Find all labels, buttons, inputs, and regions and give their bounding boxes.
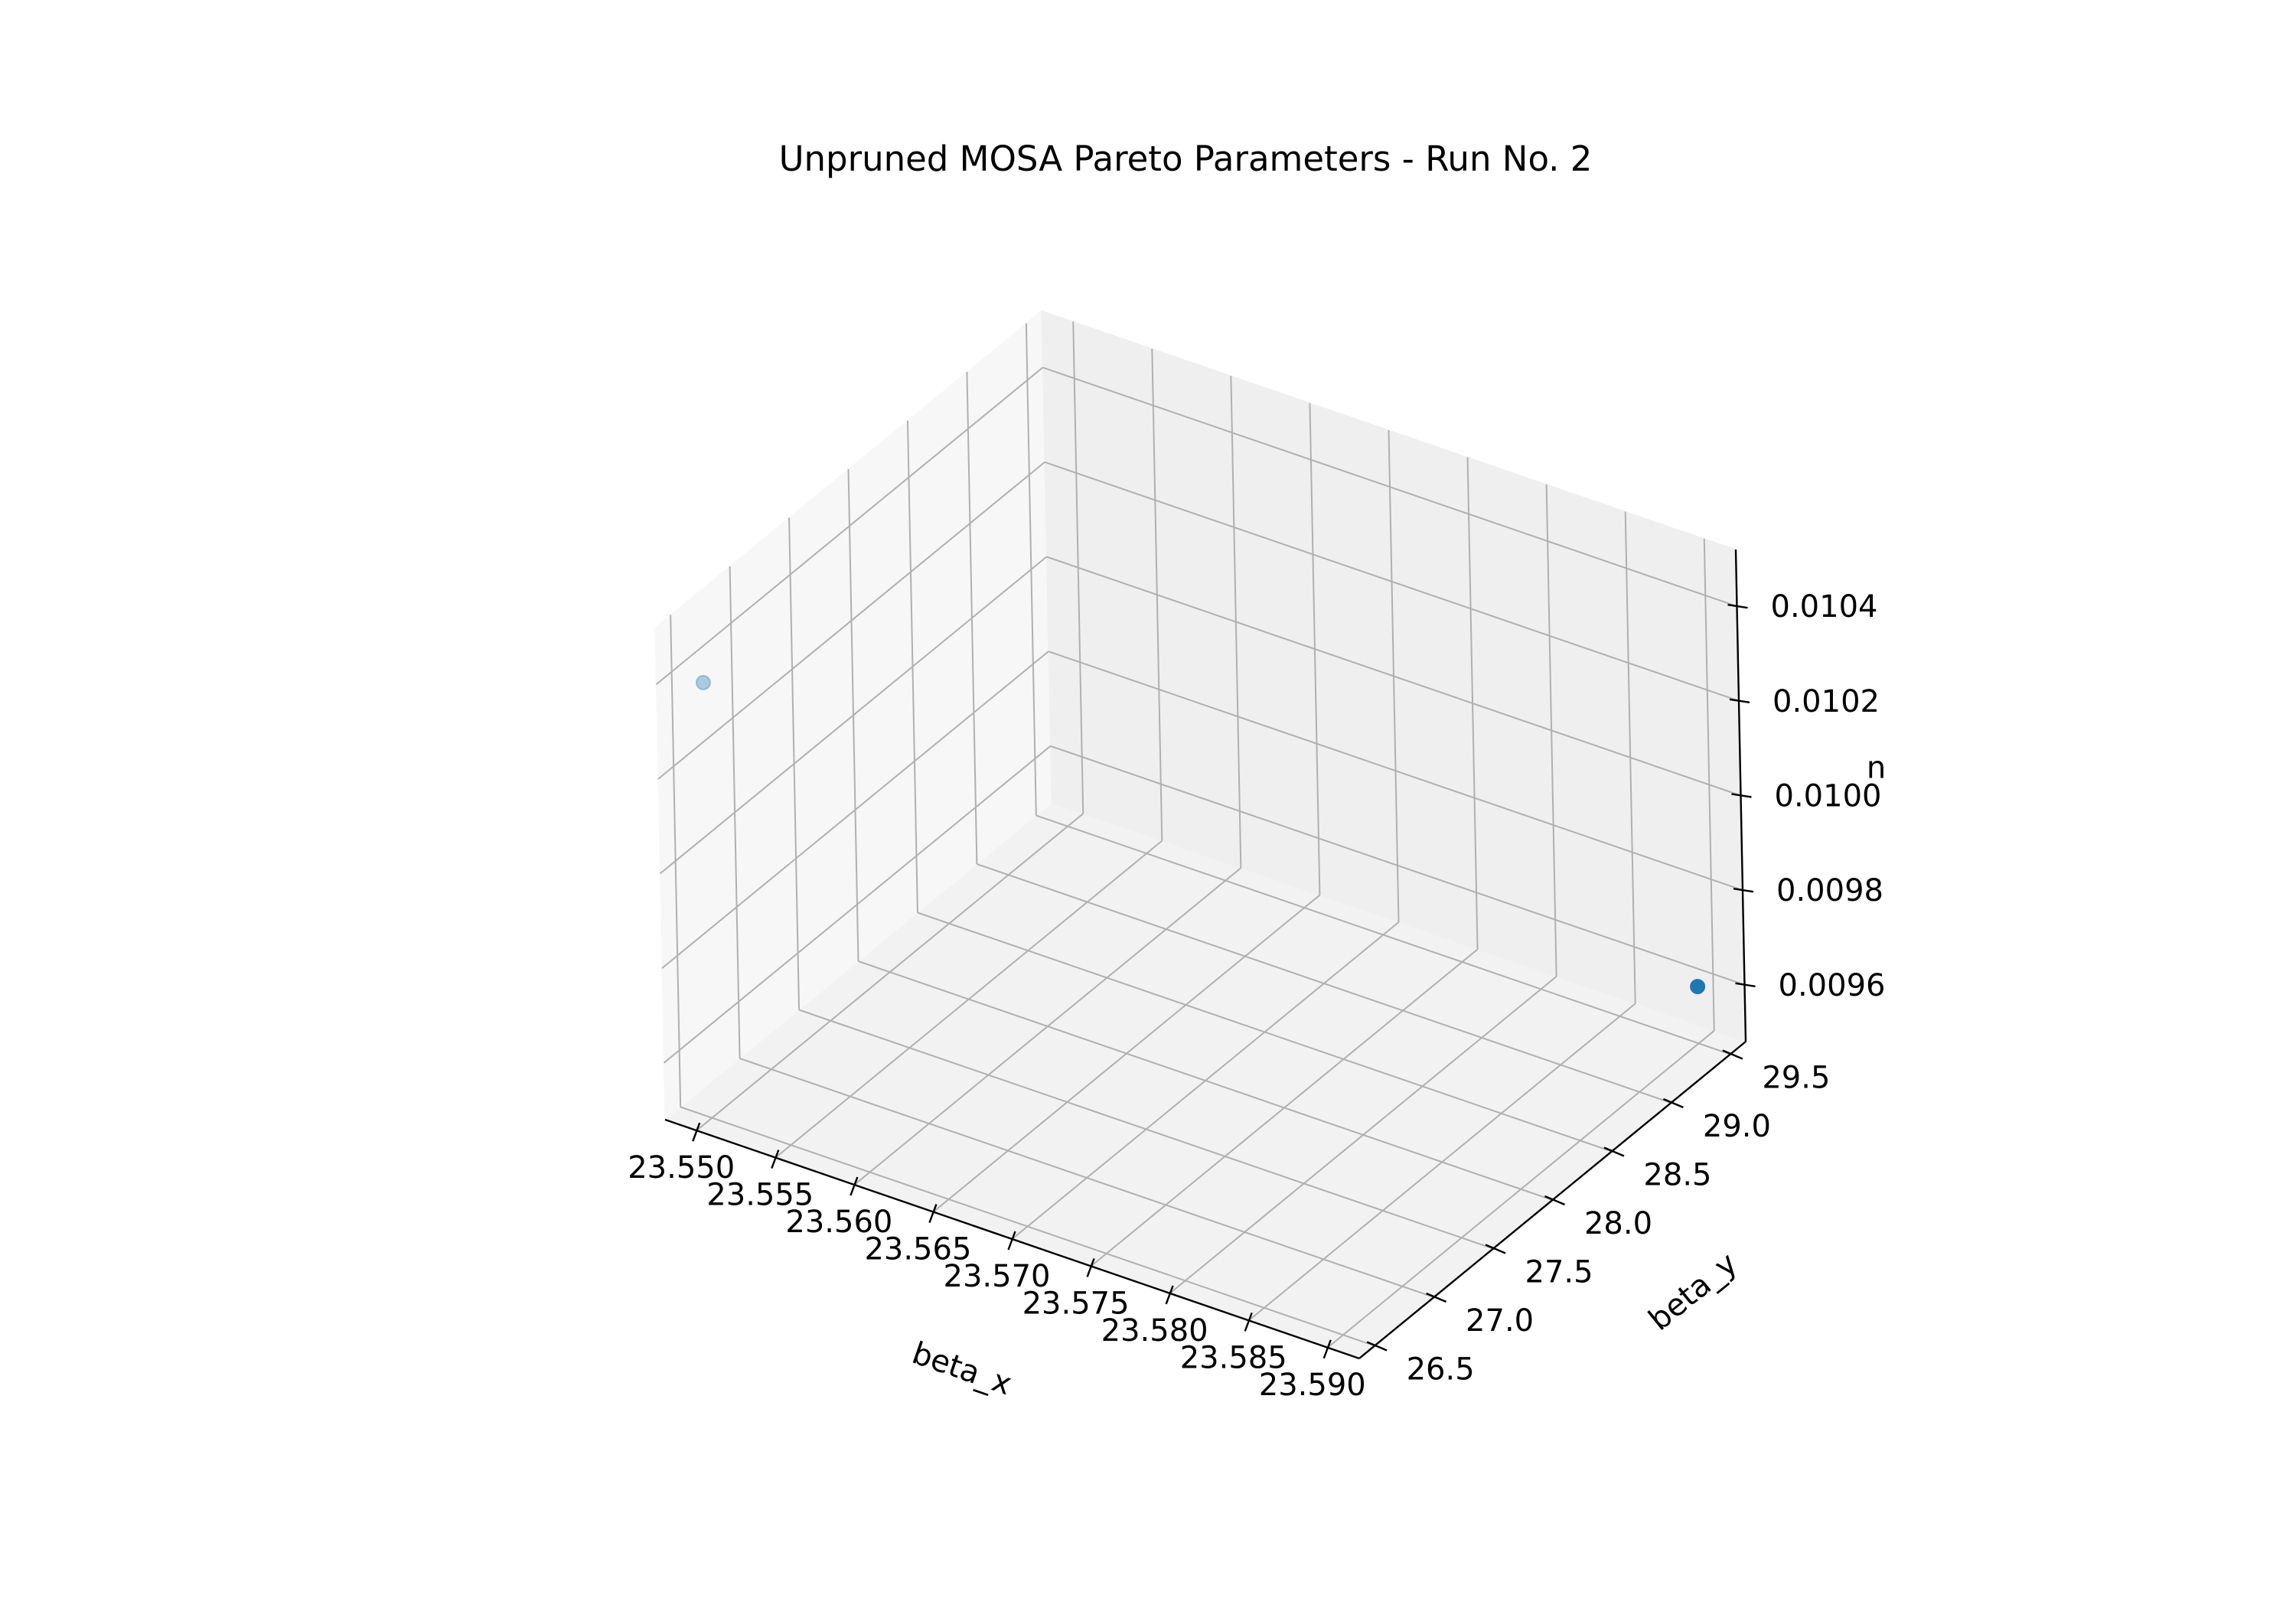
grid-line-z-wall — [655, 367, 1044, 685]
grid-line-z-back — [1050, 745, 1745, 986]
data-point — [1690, 979, 1706, 995]
x-tick-label: 23.590 — [1259, 1368, 1366, 1403]
x-tick-label: 23.555 — [706, 1178, 814, 1213]
grid-line-z-wall — [659, 556, 1048, 875]
y-tick — [1662, 1097, 1684, 1109]
z-tick-label: 0.0104 — [1771, 589, 1878, 625]
x-tick-label: 23.585 — [1180, 1340, 1287, 1375]
z-tick — [1733, 887, 1754, 893]
y-tick-label: 27.0 — [1466, 1303, 1534, 1339]
x-tick — [928, 1204, 938, 1223]
y-tick — [1485, 1244, 1506, 1254]
grid-line-z-wall — [663, 745, 1052, 1064]
grid-line-y-floor — [680, 1106, 1375, 1347]
z-tick-label: 0.0102 — [1773, 684, 1880, 719]
x-tick — [692, 1122, 701, 1142]
z-tick-label: 0.0096 — [1779, 968, 1886, 1003]
y-tick — [1366, 1341, 1388, 1352]
grid-line-z-back — [1046, 556, 1741, 797]
grid-lines — [655, 321, 1745, 1348]
x-tick-label: 23.580 — [1101, 1313, 1208, 1348]
x-tick — [850, 1176, 859, 1196]
x-tick-label: 23.565 — [864, 1232, 971, 1267]
grid-line-y-floor — [739, 1058, 1434, 1298]
y-tick-label: 27.5 — [1525, 1254, 1593, 1290]
data-point — [695, 674, 711, 690]
y-tick — [1603, 1146, 1625, 1157]
chart-title: Unpruned MOSA Pareto Parameters - Run No… — [779, 139, 1593, 179]
x-tick — [1322, 1339, 1332, 1359]
z-tick-label: 0.0100 — [1775, 779, 1882, 814]
y-tick-label: 29.5 — [1762, 1061, 1830, 1096]
grid-line-y-floor — [1035, 814, 1731, 1055]
y-tick-label: 28.5 — [1643, 1158, 1711, 1193]
y-tick — [1544, 1195, 1565, 1206]
z-tick-label: 0.0098 — [1776, 873, 1883, 908]
x-tick — [1007, 1231, 1016, 1251]
x-tick-label: 23.575 — [1022, 1286, 1130, 1321]
x-tick — [1165, 1285, 1174, 1305]
x-tick-label: 23.560 — [785, 1205, 892, 1240]
z-tick — [1731, 793, 1752, 798]
z-axis-label: n — [1867, 751, 1886, 786]
y-tick — [1722, 1049, 1743, 1060]
x-tick-label: 23.570 — [944, 1259, 1051, 1294]
grid-line-z-back — [1042, 367, 1737, 608]
z-tick — [1735, 982, 1756, 987]
grid-line-z-wall — [661, 651, 1049, 969]
y-tick-label: 29.0 — [1703, 1109, 1771, 1144]
x-tick — [771, 1150, 780, 1169]
x-tick — [1086, 1258, 1095, 1277]
y-tick — [1426, 1292, 1447, 1303]
grid-line-y-floor — [977, 863, 1671, 1104]
grid-line-z-back — [1048, 651, 1743, 892]
z-tick — [1727, 604, 1748, 609]
y-tick-label: 28.0 — [1584, 1206, 1652, 1241]
z-tick — [1729, 698, 1750, 704]
data-points — [695, 674, 1706, 995]
axis-ticks: 23.55023.55523.56023.56523.57023.57523.5… — [628, 589, 1885, 1403]
grid-line-y-floor — [858, 960, 1553, 1201]
grid-line-z-wall — [657, 461, 1045, 780]
y-tick-label: 26.5 — [1407, 1352, 1475, 1387]
grid-line-y-floor — [798, 1009, 1494, 1250]
x-tick — [1244, 1312, 1253, 1332]
grid-line-y-floor — [917, 911, 1613, 1153]
grid-line-z-back — [1044, 461, 1740, 702]
x-tick-label: 23.550 — [628, 1150, 735, 1185]
